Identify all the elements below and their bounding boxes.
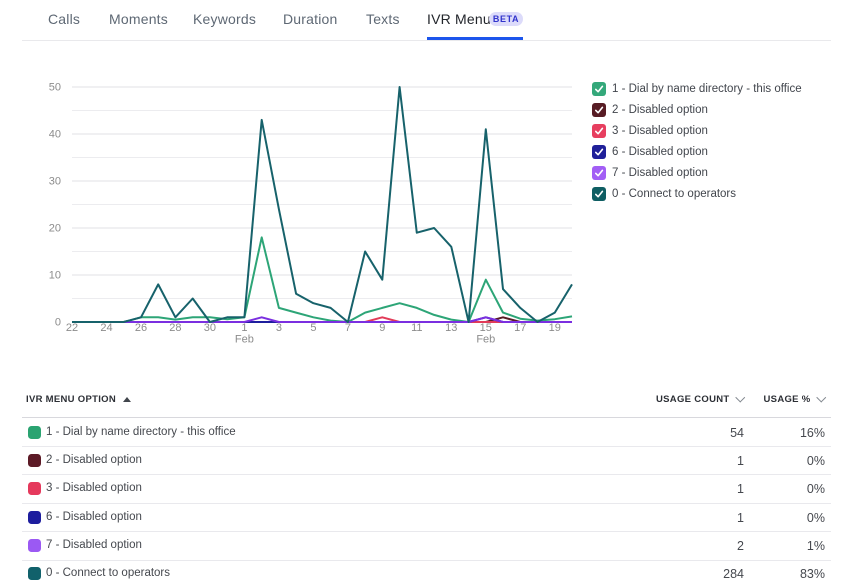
- svg-text:30: 30: [49, 176, 61, 188]
- svg-text:20: 20: [49, 223, 61, 235]
- svg-text:Feb: Feb: [235, 334, 254, 346]
- svg-text:17: 17: [514, 322, 526, 334]
- svg-text:40: 40: [49, 129, 61, 141]
- svg-text:22: 22: [66, 322, 78, 334]
- svg-text:9: 9: [379, 322, 385, 334]
- svg-text:0: 0: [55, 317, 61, 329]
- svg-text:28: 28: [169, 322, 181, 334]
- svg-text:15: 15: [480, 322, 492, 334]
- svg-text:10: 10: [49, 270, 61, 282]
- svg-text:13: 13: [445, 322, 457, 334]
- svg-text:3: 3: [276, 322, 282, 334]
- svg-text:7: 7: [345, 322, 351, 334]
- svg-text:5: 5: [310, 322, 316, 334]
- svg-text:11: 11: [411, 322, 422, 334]
- svg-text:Feb: Feb: [476, 334, 495, 346]
- svg-text:19: 19: [549, 322, 561, 334]
- svg-text:30: 30: [204, 322, 216, 334]
- svg-text:1: 1: [241, 322, 247, 334]
- svg-text:24: 24: [100, 322, 112, 334]
- svg-text:50: 50: [49, 82, 61, 94]
- svg-text:26: 26: [135, 322, 147, 334]
